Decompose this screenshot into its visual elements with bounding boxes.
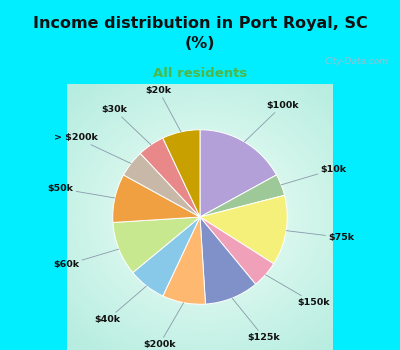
Text: $200k: $200k <box>143 303 184 349</box>
Text: $60k: $60k <box>53 249 119 269</box>
Wedge shape <box>113 175 200 223</box>
Wedge shape <box>200 175 284 217</box>
Wedge shape <box>163 130 200 217</box>
Text: $125k: $125k <box>232 298 280 342</box>
Text: $75k: $75k <box>286 231 354 242</box>
Text: Income distribution in Port Royal, SC
(%): Income distribution in Port Royal, SC (%… <box>33 16 367 51</box>
Text: All residents: All residents <box>153 67 247 80</box>
Text: $150k: $150k <box>266 275 330 307</box>
Text: $100k: $100k <box>244 101 299 142</box>
Text: $40k: $40k <box>94 286 146 324</box>
Wedge shape <box>200 217 256 304</box>
Wedge shape <box>124 153 200 217</box>
Text: $50k: $50k <box>47 184 115 198</box>
Wedge shape <box>133 217 200 296</box>
Text: > $200k: > $200k <box>54 133 131 163</box>
Wedge shape <box>200 217 274 284</box>
Wedge shape <box>113 217 200 273</box>
Text: City-Data.com: City-Data.com <box>324 57 388 66</box>
Wedge shape <box>200 130 276 217</box>
Wedge shape <box>163 217 206 304</box>
Wedge shape <box>140 138 200 217</box>
Text: $10k: $10k <box>281 165 347 185</box>
Text: $20k: $20k <box>146 86 181 132</box>
Wedge shape <box>200 195 287 264</box>
Text: $30k: $30k <box>101 105 151 145</box>
